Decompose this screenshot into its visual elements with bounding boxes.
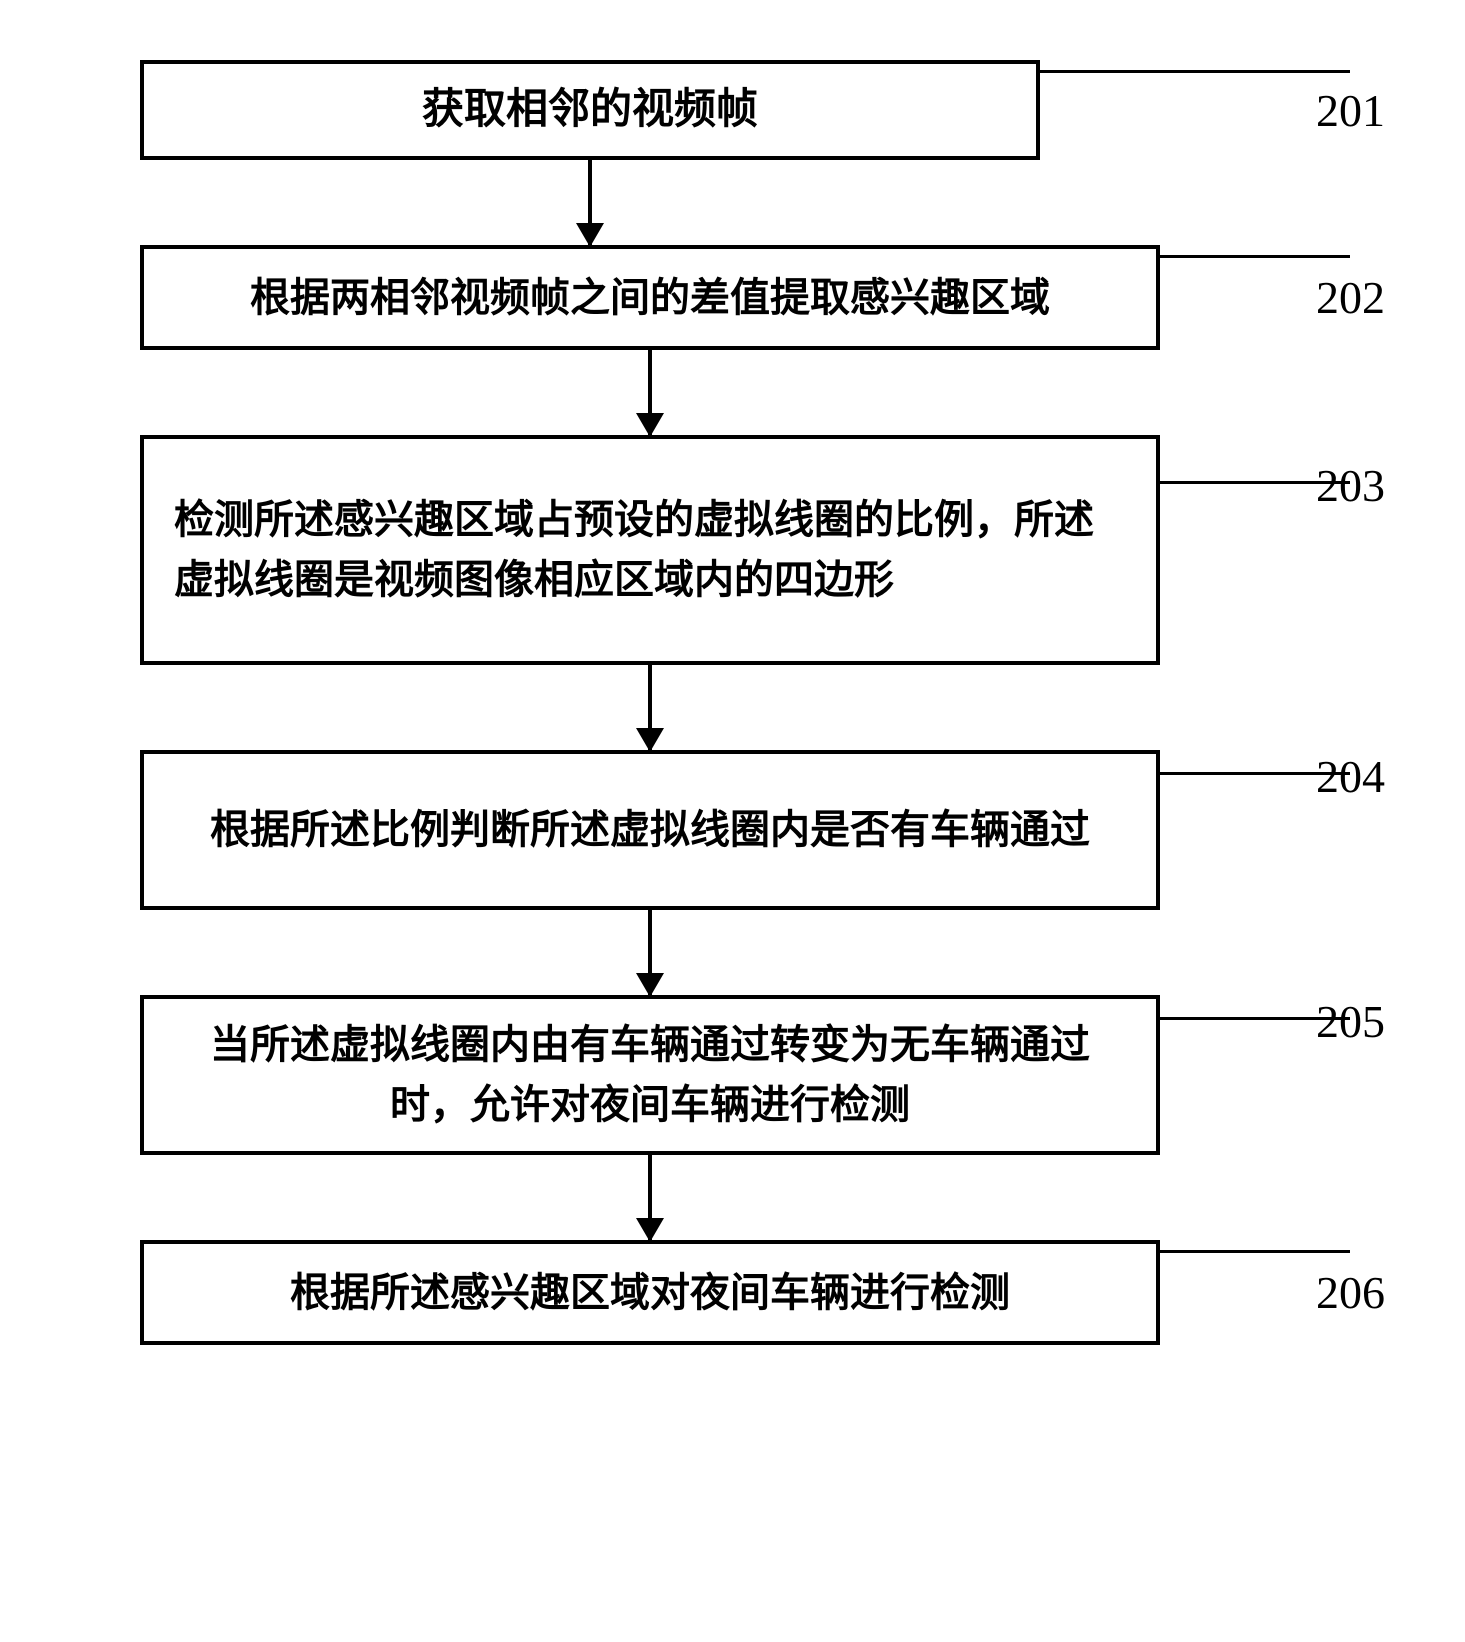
arrow-4 (648, 910, 652, 995)
step-box-206: 根据所述感兴趣区域对夜间车辆进行检测 (140, 1240, 1160, 1345)
step-row-203: 检测所述感兴趣区域占预设的虚拟线圈的比例，所述虚拟线圈是视频图像相应区域内的四边… (80, 435, 1385, 665)
leader-line-201 (1040, 70, 1350, 73)
step-row-205: 当所述虚拟线圈内由有车辆通过转变为无车辆通过时，允许对夜间车辆进行检测 205 (80, 995, 1385, 1155)
step-row-204: 根据所述比例判断所述虚拟线圈内是否有车辆通过 204 (80, 750, 1385, 910)
arrow-container-5 (140, 1155, 1385, 1240)
leader-line-206 (1160, 1250, 1350, 1253)
leader-line-205 (1160, 1017, 1350, 1020)
step-label-205: 205 (1276, 995, 1385, 1048)
step-label-201: 201 (1276, 84, 1385, 137)
step-box-202: 根据两相邻视频帧之间的差值提取感兴趣区域 (140, 245, 1160, 350)
arrow-3 (648, 665, 652, 750)
arrow-container-1 (140, 160, 1385, 245)
arrow-container-2 (140, 350, 1385, 435)
step-text-206: 根据所述感兴趣区域对夜间车辆进行检测 (290, 1263, 1010, 1323)
step-label-203: 203 (1276, 459, 1385, 512)
flowchart-container: 获取相邻的视频帧 201 根据两相邻视频帧之间的差值提取感兴趣区域 202 检测… (0, 0, 1465, 1642)
step-label-206: 206 (1276, 1266, 1385, 1319)
step-row-202: 根据两相邻视频帧之间的差值提取感兴趣区域 202 (80, 245, 1385, 350)
arrow-container-4 (140, 910, 1385, 995)
leader-line-202 (1160, 255, 1350, 258)
step-box-203: 检测所述感兴趣区域占预设的虚拟线圈的比例，所述虚拟线圈是视频图像相应区域内的四边… (140, 435, 1160, 665)
step-text-202: 根据两相邻视频帧之间的差值提取感兴趣区域 (250, 268, 1050, 328)
step-box-201: 获取相邻的视频帧 (140, 60, 1040, 160)
arrow-container-3 (140, 665, 1385, 750)
arrow-5 (648, 1155, 652, 1240)
leader-line-204 (1160, 772, 1350, 775)
step-text-203: 检测所述感兴趣区域占预设的虚拟线圈的比例，所述虚拟线圈是视频图像相应区域内的四边… (174, 490, 1126, 610)
step-box-204: 根据所述比例判断所述虚拟线圈内是否有车辆通过 (140, 750, 1160, 910)
step-text-201: 获取相邻的视频帧 (422, 79, 758, 142)
step-label-202: 202 (1276, 271, 1385, 324)
step-text-204: 根据所述比例判断所述虚拟线圈内是否有车辆通过 (210, 800, 1090, 860)
step-row-206: 根据所述感兴趣区域对夜间车辆进行检测 206 (80, 1240, 1385, 1345)
step-box-205: 当所述虚拟线圈内由有车辆通过转变为无车辆通过时，允许对夜间车辆进行检测 (140, 995, 1160, 1155)
step-row-201: 获取相邻的视频帧 201 (80, 60, 1385, 160)
step-label-204: 204 (1276, 750, 1385, 803)
arrow-2 (648, 350, 652, 435)
arrow-1 (588, 160, 592, 245)
leader-line-203 (1160, 481, 1350, 484)
step-text-205: 当所述虚拟线圈内由有车辆通过转变为无车辆通过时，允许对夜间车辆进行检测 (174, 1015, 1126, 1135)
